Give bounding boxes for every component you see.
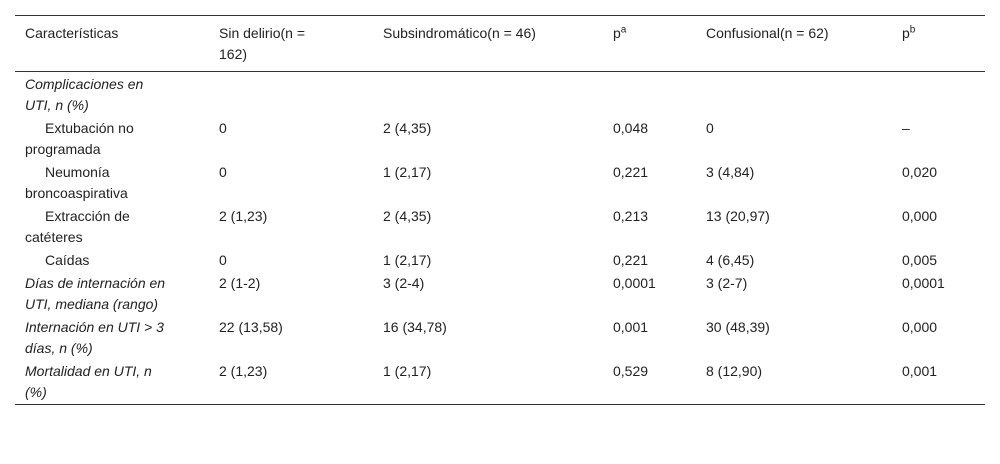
- table-cell: 30 (48,39): [706, 319, 770, 335]
- table-cell: 2 (4,35): [383, 208, 432, 224]
- table-cell: 0,221: [613, 252, 649, 268]
- table-cell: 2 (4,35): [383, 120, 432, 136]
- table-row: Extubación no programada 0 2 (4,35) 0,048 0 –: [15, 117, 985, 161]
- empty-cell: [603, 72, 696, 118]
- table-cell: 0,000: [902, 319, 938, 335]
- table-cell: 22 (13,58): [219, 319, 283, 335]
- header-cell: Sin delirio(n = 162): [209, 16, 373, 72]
- table-cell: 0: [706, 120, 714, 136]
- table-cell: 0,0001: [613, 275, 656, 291]
- table-row: Complicaciones en UTI, n (%): [15, 72, 985, 118]
- header-cell: Confusional(n = 62): [696, 16, 892, 72]
- row-label: Extracción de catéteres: [25, 208, 130, 245]
- header-cell: pa: [603, 16, 696, 72]
- table-cell: 0,000: [902, 208, 938, 224]
- table-cell: –: [902, 120, 910, 136]
- header-text: Confusional(n = 62): [706, 25, 829, 41]
- table-row: Días de internación en UTI, mediana (ran…: [15, 272, 985, 316]
- header-text: Características: [25, 25, 119, 41]
- table-cell: 2 (1,23): [219, 363, 268, 379]
- table-cell: 0: [219, 252, 227, 268]
- header-cell: Subsindromático(n = 46): [373, 16, 603, 72]
- table-cell: 4 (6,45): [706, 252, 755, 268]
- table-cell: 1 (2,17): [383, 252, 432, 268]
- header-text: Subsindromático(n = 46): [383, 25, 536, 41]
- header-row: Características Sin delirio(n = 162) Subsi…: [15, 15, 985, 72]
- row-label: Caídas: [45, 252, 90, 268]
- table-row: Mortalidad en UTI, n (%) 2 (1,23) 1 (2,17)…: [15, 360, 985, 405]
- empty-cell: [373, 72, 603, 118]
- table-container: Características Sin delirio(n = 162) Subsi…: [15, 15, 985, 405]
- header-superscript: a: [620, 24, 627, 36]
- header-text: Sin delirio(n = 162): [219, 25, 305, 62]
- table-cell: 1 (2,17): [383, 363, 432, 379]
- table-cell: 0,221: [613, 164, 649, 180]
- table-cell: 0: [219, 120, 227, 136]
- header-superscript: b: [909, 24, 916, 36]
- empty-cell: [892, 72, 985, 118]
- table-body: Complicaciones en UTI, n (%) Extubación n…: [15, 72, 985, 405]
- row-label: Internación en UTI > 3 días, n (%): [25, 319, 164, 356]
- table-row: Extracción de catéteres 2 (1,23) 2 (4,35) 0…: [15, 205, 985, 249]
- table-cell: 0,0001: [902, 275, 945, 291]
- table-cell: 0,001: [613, 319, 649, 335]
- table-row: Neumonía broncoaspirativa 0 1 (2,17) 0,221 3…: [15, 161, 985, 205]
- table-cell: 0,529: [613, 363, 649, 379]
- table-cell: 0,020: [902, 164, 938, 180]
- table-cell: 13 (20,97): [706, 208, 770, 224]
- header-cell: pb: [892, 16, 985, 72]
- table-cell: 3 (4,84): [706, 164, 755, 180]
- table-cell: 0,213: [613, 208, 649, 224]
- header-text: p: [613, 25, 621, 41]
- table-cell: 0,001: [902, 363, 938, 379]
- empty-cell: [696, 72, 892, 118]
- table-cell: 16 (34,78): [383, 319, 447, 335]
- table-cell: 3 (2-4): [383, 275, 425, 291]
- table-row: Internación en UTI > 3 días, n (%) 22 (13…: [15, 316, 985, 360]
- table-cell: 3 (2-7): [706, 275, 748, 291]
- header-cell: Características: [15, 16, 209, 72]
- empty-cell: [209, 72, 373, 118]
- row-label: Complicaciones en UTI, n (%): [25, 76, 144, 113]
- table-header: Características Sin delirio(n = 162) Subsi…: [15, 15, 985, 72]
- table-cell: 0,048: [613, 120, 649, 136]
- table-row: Caídas 0 1 (2,17) 0,221 4 (6,45) 0,005: [15, 249, 985, 272]
- table-cell: 0,005: [902, 252, 938, 268]
- table-cell: 2 (1-2): [219, 275, 261, 291]
- data-table: Características Sin delirio(n = 162) Subsi…: [15, 15, 985, 405]
- table-cell: 8 (12,90): [706, 363, 763, 379]
- table-cell: 2 (1,23): [219, 208, 268, 224]
- row-label: Días de internación en UTI, mediana (ran…: [25, 275, 166, 312]
- row-label: Neumonía broncoaspirativa: [25, 164, 128, 201]
- row-label: Extubación no programada: [25, 120, 134, 157]
- table-cell: 0: [219, 164, 227, 180]
- table-cell: 1 (2,17): [383, 164, 432, 180]
- row-label: Mortalidad en UTI, n (%): [25, 363, 152, 400]
- header-text: p: [902, 25, 910, 41]
